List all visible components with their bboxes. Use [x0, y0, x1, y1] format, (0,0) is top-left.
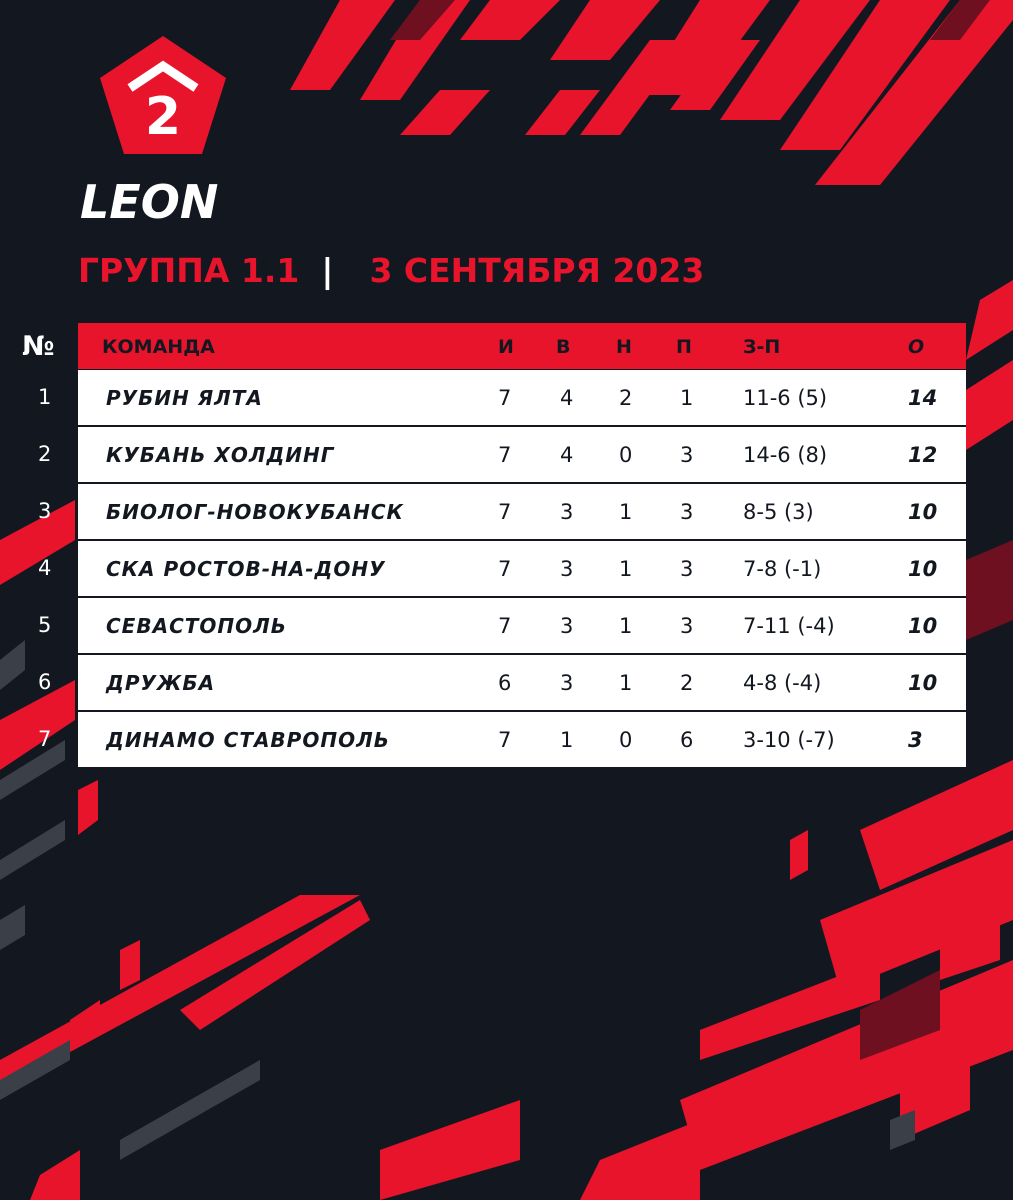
table-row: РУБИН ЯЛТА 7 4 2 1 11-6 (5) 14 — [78, 370, 966, 425]
games-played: 7 — [498, 728, 512, 752]
points: 12 — [908, 443, 938, 467]
games-played: 6 — [498, 671, 512, 695]
goal-difference: 8-5 (3) — [743, 500, 814, 524]
date-title: 3 СЕНТЯБРЯ 2023 — [369, 250, 705, 290]
row-position: 2 — [38, 442, 52, 466]
table-row: СЕВАСТОПОЛЬ 7 3 1 3 7-11 (-4) 10 — [78, 598, 966, 653]
table-row: БИОЛОГ-НОВОКУБАНСК 7 3 1 3 8-5 (3) 10 — [78, 484, 966, 539]
title-separator: | — [321, 250, 334, 290]
row-position: 4 — [38, 556, 52, 580]
draws-column-header: Н — [616, 336, 632, 358]
draws: 0 — [619, 443, 633, 467]
svg-text:2: 2 — [145, 87, 181, 147]
wins: 4 — [560, 443, 574, 467]
losses: 6 — [680, 728, 694, 752]
goal-difference: 7-11 (-4) — [743, 614, 835, 638]
points: 10 — [908, 500, 938, 524]
goal-difference: 11-6 (5) — [743, 386, 828, 410]
losses-column-header: П — [676, 336, 692, 358]
wins: 1 — [560, 728, 574, 752]
losses: 3 — [680, 443, 694, 467]
team-name: РУБИН ЯЛТА — [106, 386, 263, 410]
leon-second-league-logo: 2 LEON — [78, 36, 248, 229]
draws: 1 — [619, 557, 633, 581]
losses: 1 — [680, 386, 694, 410]
points: 10 — [908, 557, 938, 581]
position-header: № — [22, 331, 55, 362]
wins: 3 — [560, 500, 574, 524]
wins: 3 — [560, 557, 574, 581]
draws: 1 — [619, 671, 633, 695]
points: 14 — [908, 386, 938, 410]
row-position: 5 — [38, 613, 52, 637]
games-played: 7 — [498, 500, 512, 524]
team-name: КУБАНЬ ХОЛДИНГ — [106, 443, 335, 467]
wins: 3 — [560, 671, 574, 695]
points: 3 — [908, 728, 923, 752]
title-bar: ГРУППА 1.1 | 3 СЕНТЯБРЯ 2023 — [78, 246, 704, 294]
table-row: ДРУЖБА 6 3 1 2 4-8 (-4) 10 — [78, 655, 966, 710]
team-name: БИОЛОГ-НОВОКУБАНСК — [106, 500, 404, 524]
losses: 3 — [680, 614, 694, 638]
points: 10 — [908, 671, 938, 695]
points-column-header: О — [908, 336, 925, 358]
table-header: КОМАНДА И В Н П З-П О — [78, 323, 966, 369]
games-played: 7 — [498, 386, 512, 410]
games-played: 7 — [498, 557, 512, 581]
games-played: 7 — [498, 614, 512, 638]
goal-difference: 3-10 (-7) — [743, 728, 835, 752]
team-name: ДРУЖБА — [106, 671, 216, 695]
losses: 3 — [680, 500, 694, 524]
games-played: 7 — [498, 443, 512, 467]
table-row: СКА РОСТОВ-НА-ДОНУ 7 3 1 3 7-8 (-1) 10 — [78, 541, 966, 596]
losses: 2 — [680, 671, 694, 695]
table-row: КУБАНЬ ХОЛДИНГ 7 4 0 3 14-6 (8) 12 — [78, 427, 966, 482]
row-position: 7 — [38, 727, 52, 751]
row-position: 6 — [38, 670, 52, 694]
group-title: ГРУППА 1.1 — [78, 250, 300, 290]
wins: 3 — [560, 614, 574, 638]
team-column-header: КОМАНДА — [102, 336, 215, 358]
losses: 3 — [680, 557, 694, 581]
leon-wordmark: LEON — [80, 175, 218, 226]
wins-column-header: В — [556, 336, 571, 358]
games-column-header: И — [498, 336, 514, 358]
goals-column-header: З-П — [743, 336, 781, 358]
table-row: ДИНАМО СТАВРОПОЛЬ 7 1 0 6 3-10 (-7) 3 — [78, 712, 966, 767]
draws: 2 — [619, 386, 633, 410]
team-name: СЕВАСТОПОЛЬ — [106, 614, 287, 638]
goal-difference: 14-6 (8) — [743, 443, 828, 467]
pentagon-logo-icon: 2 LEON — [80, 36, 226, 229]
points: 10 — [908, 614, 938, 638]
draws: 1 — [619, 500, 633, 524]
row-position: 3 — [38, 499, 52, 523]
wins: 4 — [560, 386, 574, 410]
team-name: СКА РОСТОВ-НА-ДОНУ — [106, 557, 386, 581]
team-name: ДИНАМО СТАВРОПОЛЬ — [106, 728, 390, 752]
goal-difference: 7-8 (-1) — [743, 557, 822, 581]
goal-difference: 4-8 (-4) — [743, 671, 822, 695]
draws: 0 — [619, 728, 633, 752]
draws: 1 — [619, 614, 633, 638]
row-position: 1 — [38, 385, 52, 409]
